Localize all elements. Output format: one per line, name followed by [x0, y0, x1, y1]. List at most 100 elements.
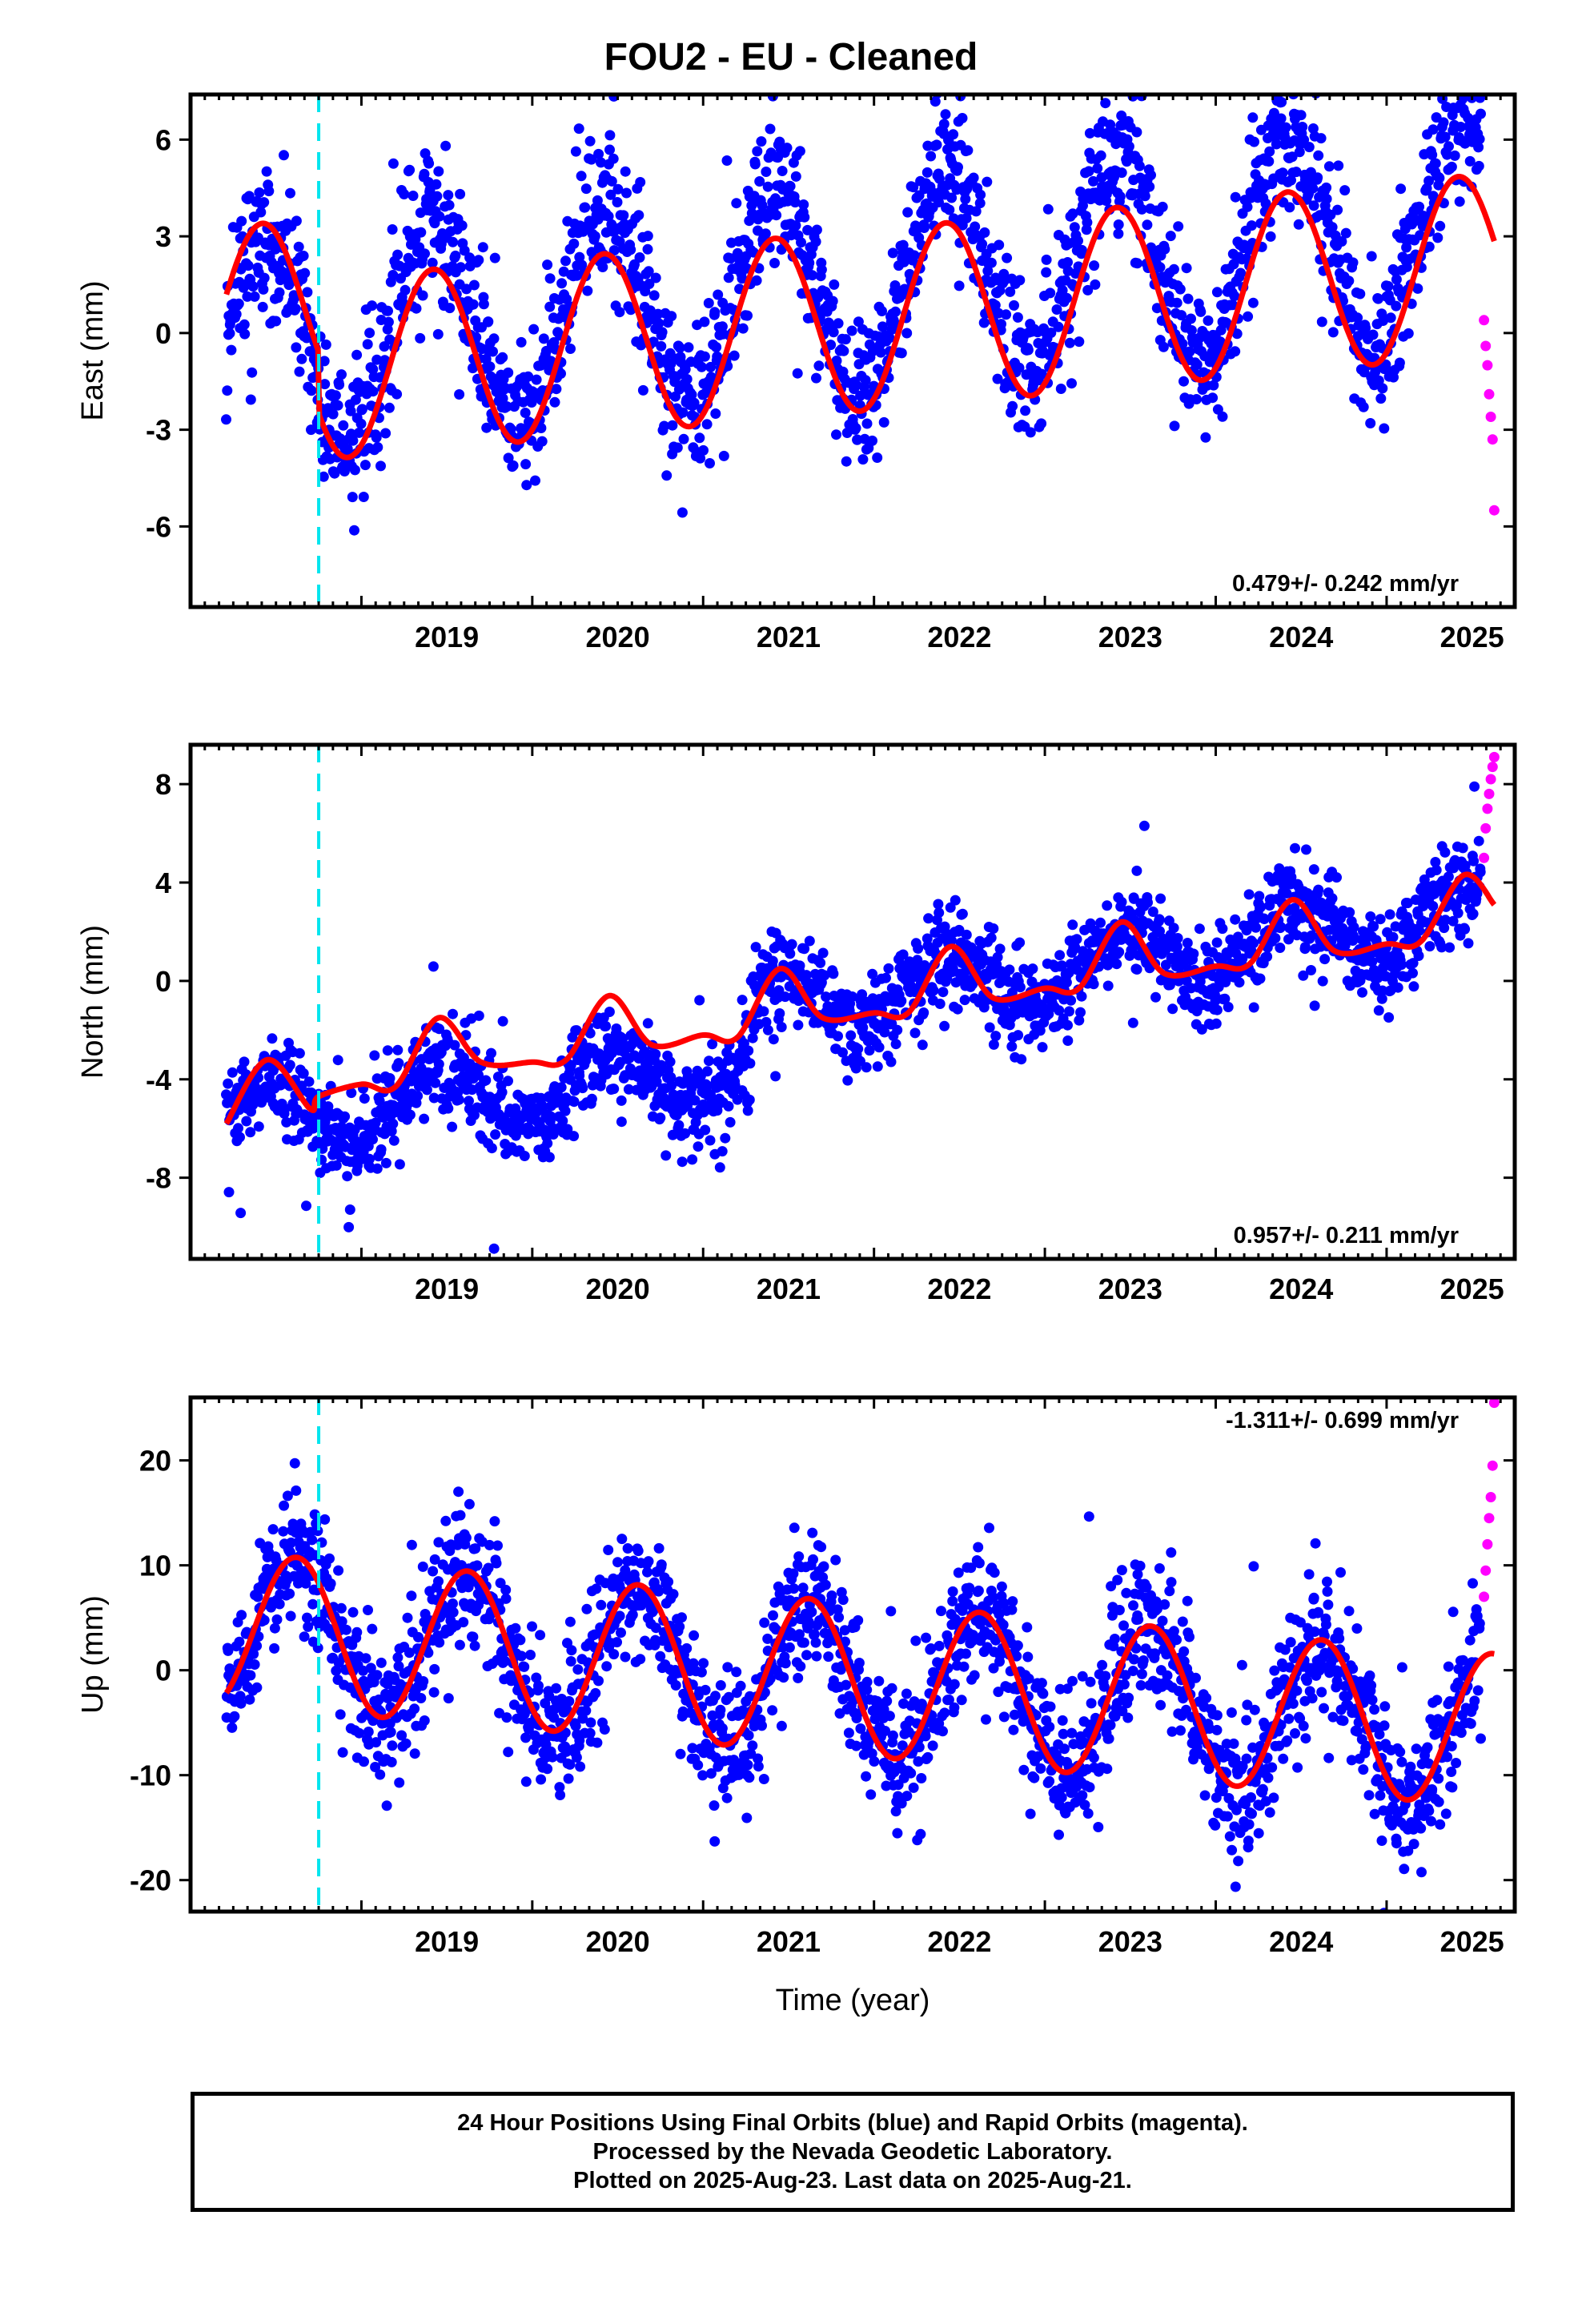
data-point [489, 1516, 500, 1527]
data-point [393, 1058, 404, 1069]
data-point [428, 1566, 439, 1577]
data-point [765, 123, 776, 135]
data-point [1074, 336, 1085, 348]
data-point [1144, 181, 1155, 192]
data-point [1294, 147, 1305, 158]
data-point [833, 1031, 843, 1042]
data-point [535, 1630, 546, 1641]
data-point [349, 464, 360, 476]
data-point [709, 1800, 720, 1811]
data-point [556, 368, 566, 379]
data-point [337, 1747, 348, 1758]
data-point [804, 257, 815, 268]
data-point [404, 1109, 416, 1120]
data-point [420, 248, 430, 259]
x-tick-label: 2019 [415, 621, 479, 653]
data-point [519, 1151, 530, 1161]
data-point [1070, 942, 1081, 953]
data-point [769, 258, 780, 268]
data-point [434, 211, 445, 222]
data-point [677, 1612, 687, 1623]
data-point [642, 1018, 653, 1029]
data-point [423, 1647, 434, 1659]
data-point [324, 1553, 335, 1564]
data-point [354, 1727, 365, 1739]
rate-label: 0.479+/- 0.242 mm/yr [1232, 571, 1459, 597]
data-point [431, 179, 442, 190]
data-point [1110, 139, 1122, 150]
data-point [235, 1698, 247, 1709]
data-point [656, 340, 667, 352]
data-point [1276, 97, 1287, 107]
data-point [1401, 242, 1412, 253]
data-point [723, 272, 734, 283]
data-point [547, 1751, 558, 1763]
data-point [458, 1617, 469, 1628]
data-point [1392, 982, 1403, 993]
data-point [978, 1002, 990, 1013]
x-tick-label: 2020 [586, 621, 650, 653]
data-point [274, 1598, 285, 1610]
data-point [584, 1727, 596, 1739]
data-point [1391, 274, 1402, 285]
data-point [1188, 948, 1199, 959]
data-point [897, 949, 909, 960]
data-point [780, 991, 791, 1003]
data-point [1009, 300, 1019, 311]
data-point [807, 270, 818, 281]
data-point [884, 332, 895, 344]
data-point [1088, 979, 1099, 990]
data-point [745, 1058, 756, 1069]
data-point [593, 148, 604, 159]
data-point [351, 349, 363, 360]
data-point [358, 492, 369, 502]
data-point [1470, 82, 1480, 92]
data-point [1102, 980, 1114, 991]
data-point [448, 1606, 459, 1618]
data-point [443, 190, 454, 201]
data-point [1191, 394, 1202, 404]
data-point [718, 450, 729, 461]
data-point [694, 995, 705, 1006]
data-point [290, 304, 301, 314]
data-point [245, 1127, 256, 1138]
data-point [1339, 185, 1351, 196]
data-point [604, 144, 615, 155]
data-point [1412, 283, 1423, 294]
data-point [516, 1651, 527, 1662]
data-point [1271, 139, 1282, 150]
data-point [1461, 64, 1472, 74]
data-point [580, 202, 591, 213]
data-point [1299, 135, 1310, 146]
data-point [681, 1642, 693, 1654]
data-point [918, 1007, 930, 1018]
data-point [1043, 1008, 1054, 1019]
data-point [586, 154, 597, 165]
data-point [568, 1096, 580, 1108]
data-point [754, 176, 765, 187]
data-point [957, 908, 968, 919]
data-point [271, 1614, 283, 1625]
data-point [468, 279, 480, 291]
data-point [1395, 959, 1407, 971]
data-point [1132, 258, 1143, 269]
data-point [384, 1073, 396, 1084]
data-point [364, 328, 375, 339]
data-point [269, 1642, 280, 1654]
data-point [371, 432, 382, 443]
data-point [1184, 346, 1195, 357]
rapid-data-point [1479, 315, 1490, 326]
data-point [307, 1534, 318, 1546]
y-tick-label: -4 [146, 1063, 171, 1096]
data-point [510, 1622, 521, 1634]
data-point [393, 1661, 404, 1672]
data-point [1365, 911, 1376, 922]
data-point [603, 1545, 614, 1555]
data-point [549, 396, 560, 408]
x-tick-label: 2021 [757, 1273, 821, 1305]
data-point [285, 187, 295, 199]
data-point [1168, 923, 1179, 934]
data-point [816, 264, 827, 275]
data-point [370, 1117, 381, 1128]
data-point [396, 1730, 408, 1741]
